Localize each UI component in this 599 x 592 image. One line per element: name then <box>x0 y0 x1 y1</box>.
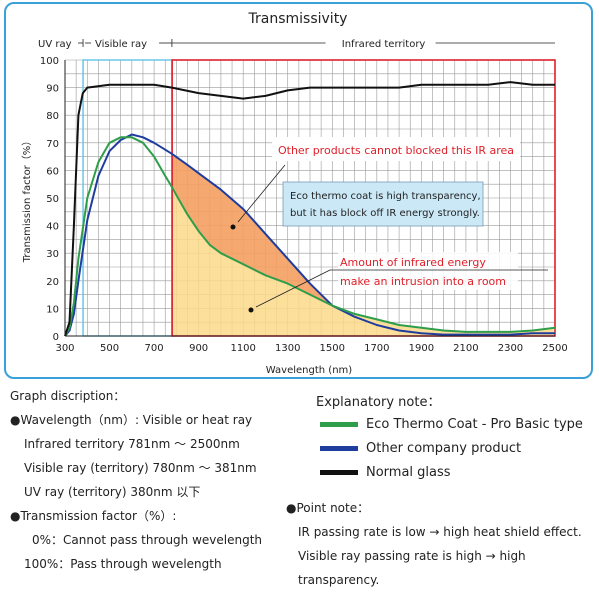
point-note-line: IR passing rate is low → high heat shiel… <box>298 525 582 539</box>
explanatory-note: Explanatory note： Eco Thermo Coat - Pro … <box>316 388 583 484</box>
ir-area-callout-box <box>272 137 520 161</box>
visible-region-label: Visible ray <box>95 39 147 50</box>
plot-area: 300 500 700 900 1100 1300 1500 1700 1900 2100 2300… <box>38 39 568 354</box>
callout-point <box>230 224 236 230</box>
graph-description: Graph discription： ●Wavelength（nm）: Visi… <box>10 384 262 576</box>
eco-thermo-callout-text: but it has block off IR energy strongly. <box>290 208 480 219</box>
ir-area-callout-text: Other products cannot blocked this IR ar… <box>278 144 514 157</box>
legend-label: Normal glass <box>366 464 451 480</box>
chart-title: Transmissivity <box>248 11 348 27</box>
callout-leader-line <box>255 269 331 308</box>
x-tick-label: 900 <box>189 343 208 354</box>
wavelength-line: UV ray (territory) 380nm 以下 <box>24 485 201 499</box>
x-tick-label: 1900 <box>409 343 434 354</box>
legend-label: Other company product <box>366 440 522 456</box>
callout-leader-line <box>237 164 286 223</box>
legend-swatch <box>320 421 358 427</box>
y-tick-label: 20 <box>46 277 59 288</box>
x-tick-label: 2300 <box>498 343 523 354</box>
wavelength-line: Visible ray (territory) 780nm ～ 381nm <box>24 461 257 475</box>
y-tick-label: 0 <box>53 332 59 343</box>
x-axis-label: Wavelength (nm) <box>266 365 352 376</box>
x-tick-label: 1700 <box>364 343 389 354</box>
y-tick-label: 10 <box>46 304 59 315</box>
x-tick-label: 1500 <box>320 343 345 354</box>
point-note-heading: ●Point note： <box>286 501 370 515</box>
transmission-line: 100%：Pass through wevelength <box>24 557 222 571</box>
y-tick-label: 60 <box>46 166 59 177</box>
x-tick-label: 500 <box>100 343 119 354</box>
y-tick-label: 100 <box>40 56 59 67</box>
eco-thermo-callout-text: Eco thermo coat is high transparency, <box>290 191 481 202</box>
ir-energy-callout-text: make an intrusion into a room <box>340 275 506 288</box>
ir-blocked-fill-area <box>172 153 553 332</box>
x-tick-label: 2500 <box>542 343 567 354</box>
point-note-line: Visible ray passing rate is high → high … <box>298 549 526 587</box>
ir-energy-callout-text: Amount of infrared energy <box>340 256 486 269</box>
wavelength-title: ●Wavelength（nm）: Visible or heat ray <box>10 413 253 427</box>
legend-item-normal-glass: Normal glass <box>316 460 583 484</box>
y-tick-label: 50 <box>46 194 59 205</box>
legend-label: Eco Thermo Coat - Pro Basic type <box>366 416 583 432</box>
graph-description-heading: Graph discription： <box>10 389 126 403</box>
callout-point <box>248 307 254 313</box>
transmissivity-chart: Transmissivity 300 500 700 900 1100 1300 1500 1… <box>21 11 568 376</box>
normal-glass-line <box>64 81 555 337</box>
uv-region-label: UV ray <box>38 39 72 50</box>
x-tick-label: 1300 <box>275 343 300 354</box>
legend-item-eco-thermo: Eco Thermo Coat - Pro Basic type <box>316 412 583 436</box>
transmission-title: ●Transmission factor（%）: <box>10 509 177 523</box>
transmission-line: 0%：Cannot pass through wevelength <box>32 533 263 547</box>
y-axis-label: Transmission factor（%） <box>21 136 33 264</box>
x-tick-label: 300 <box>55 343 74 354</box>
x-tick-label: 700 <box>145 343 164 354</box>
y-tick-label: 90 <box>46 84 59 95</box>
legend-item-other-company: Other company product <box>316 436 583 460</box>
legend-swatch <box>320 445 358 451</box>
legend-heading: Explanatory note： <box>316 394 441 410</box>
y-tick-label: 70 <box>46 139 59 150</box>
other-company-line <box>64 133 555 337</box>
wavelength-line: Infrared territory 781nm ～ 2500nm <box>24 437 240 451</box>
ir-energy-fill-area <box>172 187 555 336</box>
y-tick-label: 40 <box>46 222 59 233</box>
eco-thermo-callout-box <box>282 181 484 227</box>
legend-swatch <box>320 469 358 475</box>
eco-thermo-line <box>64 136 556 337</box>
infrared-region-label: Infrared territory <box>342 39 426 50</box>
x-tick-label: 2100 <box>453 343 478 354</box>
point-note: ●Point note： IR passing rate is low → hi… <box>286 496 599 592</box>
x-tick-label: 1100 <box>230 343 255 354</box>
ir-energy-callout-box <box>338 252 518 290</box>
y-tick-label: 30 <box>46 249 59 260</box>
y-tick-label: 80 <box>46 111 59 122</box>
